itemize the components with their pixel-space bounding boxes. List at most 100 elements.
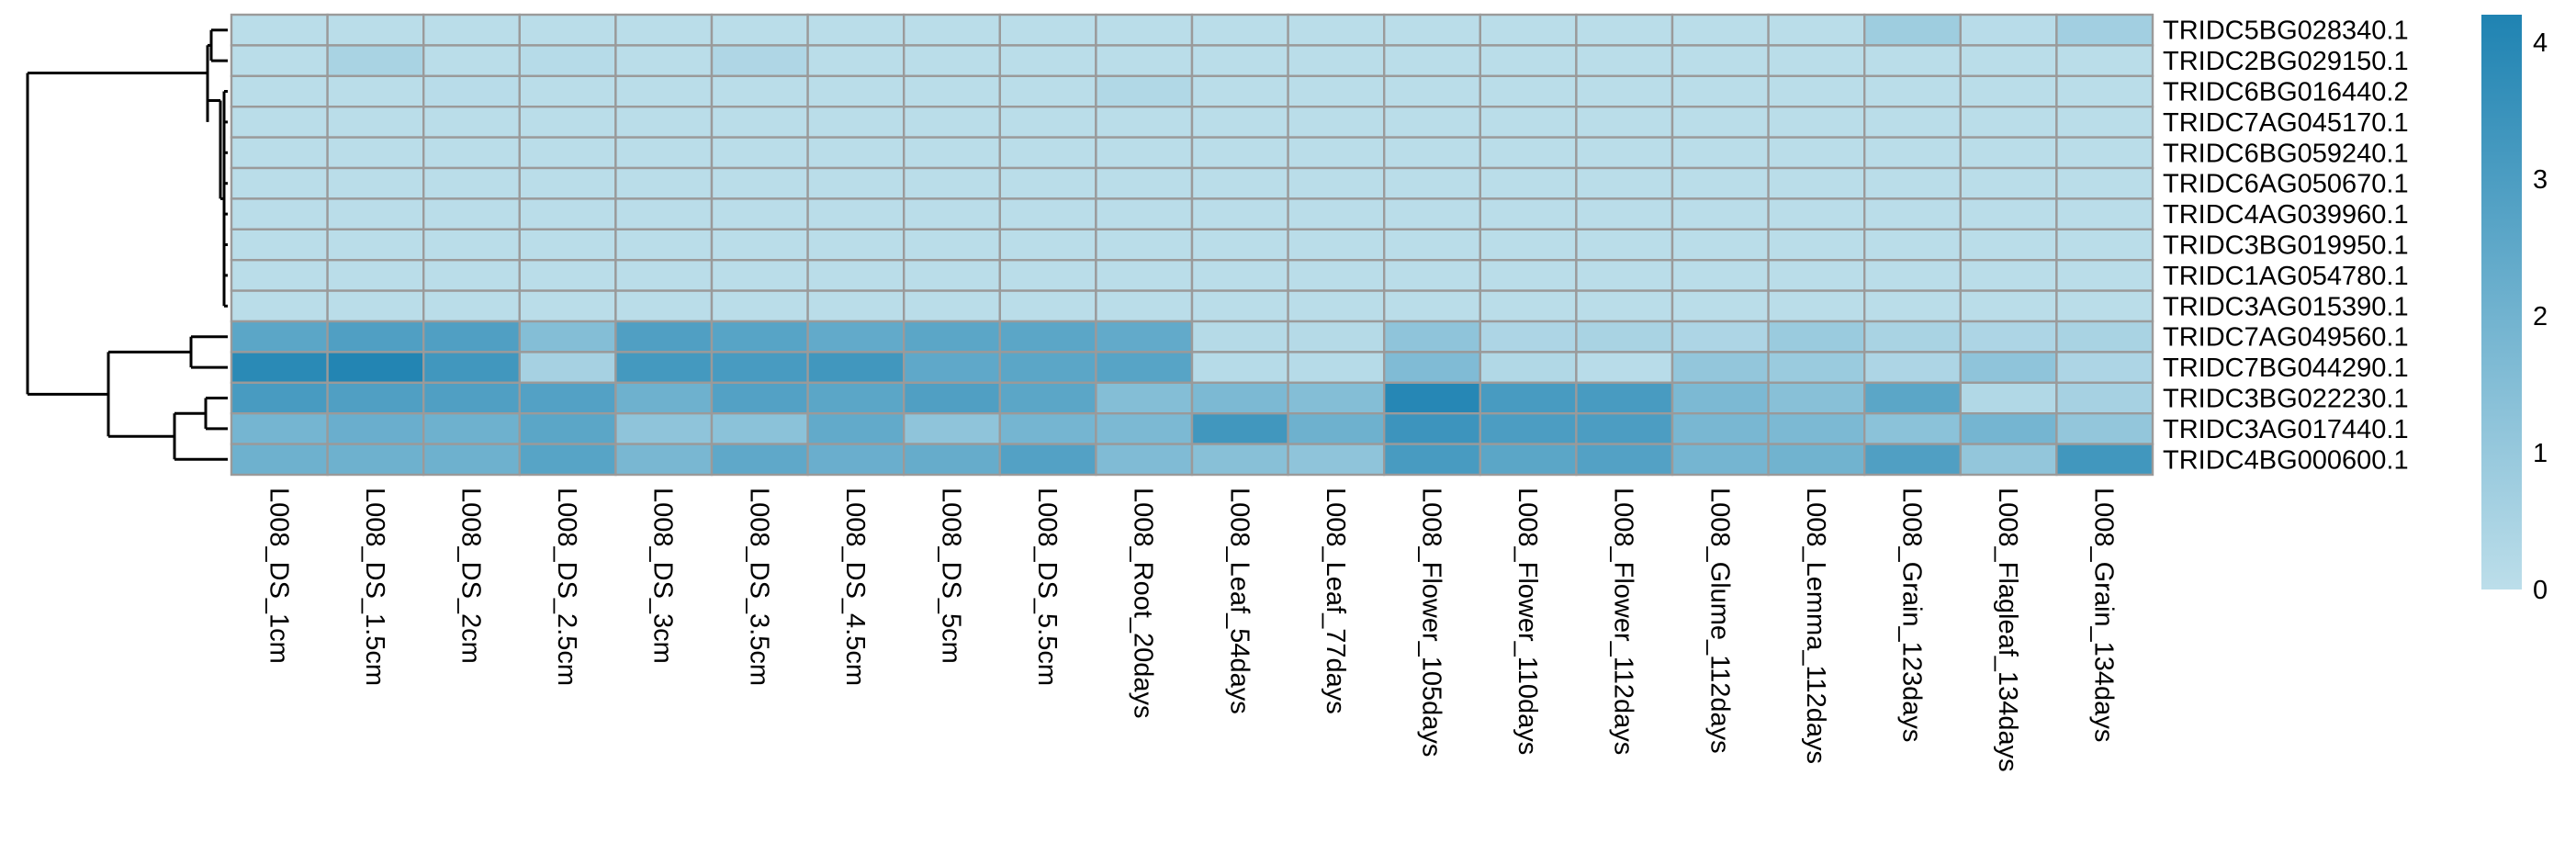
heatmap-cell (1575, 13, 1674, 47)
heatmap-cell (230, 443, 329, 477)
column-label: L008_Grain_123days (1897, 488, 1927, 742)
heatmap-cell (422, 412, 522, 445)
heatmap-cell (2055, 105, 2154, 139)
heatmap-cell (1862, 412, 1962, 445)
heatmap-cell (1095, 197, 1194, 230)
color-legend: 0 1 2 3 4 (2481, 15, 2548, 605)
heatmap-cell (1670, 13, 1770, 47)
heatmap-cell (2055, 74, 2154, 108)
heatmap-cell (1862, 381, 1962, 415)
heatmap-cell (806, 289, 906, 323)
heatmap-cell (998, 443, 1097, 477)
heatmap-cell (1670, 443, 1770, 477)
heatmap-cell (998, 351, 1097, 384)
heatmap-cell (614, 381, 714, 415)
heatmap-cell (614, 351, 714, 384)
heatmap-cell (614, 320, 714, 354)
heatmap-cell (710, 105, 809, 139)
heatmap-cell (326, 74, 425, 108)
heatmap-cell (2055, 166, 2154, 200)
heatmap-cell (998, 197, 1097, 230)
heatmap-cell (1959, 259, 2058, 292)
heatmap-cell (1767, 320, 1866, 354)
heatmap-cell (998, 136, 1097, 170)
heatmap-cell (1959, 443, 2058, 477)
heatmap-cell (1479, 381, 1578, 415)
heatmap-cell (326, 166, 425, 200)
heatmap-cell (1575, 443, 1674, 477)
heatmap-cell (1095, 136, 1194, 170)
heatmap-cell (1767, 443, 1866, 477)
heatmap-cell (614, 136, 714, 170)
row-label: TRIDC3AG015390.1 (2163, 292, 2409, 321)
column-label: L008_DS_2cm (456, 488, 486, 664)
heatmap-cell (903, 105, 1002, 139)
heatmap-cell (614, 412, 714, 445)
heatmap-cell (806, 44, 906, 78)
heatmap-cell (422, 320, 522, 354)
row-label: TRIDC6BG016440.2 (2163, 78, 2409, 107)
heatmap-cell (422, 136, 522, 170)
heatmap-cell (998, 105, 1097, 139)
heatmap-cell (2055, 197, 2154, 230)
heatmap-cell (230, 136, 329, 170)
column-label: L008_Lemma_112days (1801, 488, 1830, 764)
heatmap-cell (614, 259, 714, 292)
heatmap-cell (998, 381, 1097, 415)
heatmap-cell (710, 228, 809, 262)
heatmap-cell (903, 443, 1002, 477)
heatmap-cell (1190, 259, 1289, 292)
heatmap-cell (1287, 197, 1386, 230)
legend-tick-label: 1 (2533, 439, 2548, 468)
heatmap-cell (2055, 320, 2154, 354)
heatmap-cell (422, 74, 522, 108)
heatmap-cell (1959, 381, 2058, 415)
heatmap-cell (1287, 259, 1386, 292)
heatmap-cell (903, 412, 1002, 445)
heatmap-cell (998, 320, 1097, 354)
heatmap-cell (1959, 289, 2058, 323)
heatmap-cell (2055, 381, 2154, 415)
heatmap-cell (903, 351, 1002, 384)
heatmap-cell (1575, 320, 1674, 354)
row-label: TRIDC4AG039960.1 (2163, 200, 2409, 230)
heatmap-cell (806, 320, 906, 354)
heatmap-cell (1959, 44, 2058, 78)
heatmap-cell (998, 228, 1097, 262)
heatmap-cell (1575, 381, 1674, 415)
heatmap-cell (1287, 443, 1386, 477)
heatmap-cell (1095, 443, 1194, 477)
heatmap-cell (903, 289, 1002, 323)
heatmap-cell (1287, 74, 1386, 108)
row-label: TRIDC2BG029150.1 (2163, 47, 2409, 76)
heatmap-cell (1670, 166, 1770, 200)
heatmap-cell (1095, 289, 1194, 323)
heatmap-cell (1095, 228, 1194, 262)
heatmap-cell (518, 381, 617, 415)
heatmap-cell (1382, 44, 1481, 78)
heatmap-cell (1862, 289, 1962, 323)
heatmap-cell (230, 320, 329, 354)
heatmap-cell (1862, 166, 1962, 200)
column-label: L008_Flagleaf_134days (1993, 488, 2022, 772)
heatmap-cell (1670, 197, 1770, 230)
heatmap-cell (1862, 320, 1962, 354)
heatmap-cell (326, 197, 425, 230)
heatmap-cell (1575, 289, 1674, 323)
legend-tick-label: 4 (2533, 28, 2548, 58)
heatmap-cell (614, 443, 714, 477)
heatmap-cell (1862, 136, 1962, 170)
heatmap-cell (1862, 443, 1962, 477)
column-label: L008_Leaf_54days (1224, 488, 1254, 714)
heatmap-cell (1382, 443, 1481, 477)
heatmap-cell (1670, 320, 1770, 354)
row-label: TRIDC3BG022230.1 (2163, 385, 2409, 414)
heatmap-cell (806, 197, 906, 230)
heatmap-cell (1959, 105, 2058, 139)
heatmap-cell (1670, 412, 1770, 445)
heatmap-cell (1190, 197, 1289, 230)
heatmap-cell (230, 351, 329, 384)
heatmap-cell (230, 166, 329, 200)
heatmap-cell (806, 136, 906, 170)
heatmap-cell (998, 13, 1097, 47)
